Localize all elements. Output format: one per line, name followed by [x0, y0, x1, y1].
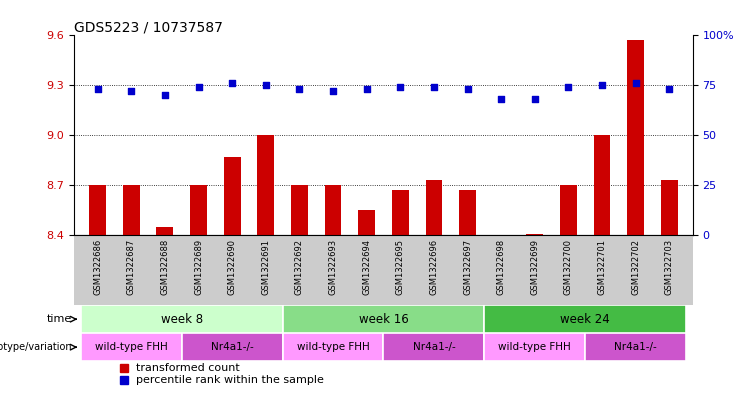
Point: [562, 84, 574, 90]
Text: week 8: week 8: [161, 313, 203, 326]
FancyBboxPatch shape: [384, 333, 485, 361]
FancyBboxPatch shape: [282, 305, 485, 333]
FancyBboxPatch shape: [182, 333, 282, 361]
Text: Nr4a1-/-: Nr4a1-/-: [413, 342, 455, 352]
Bar: [325, 185, 342, 235]
Bar: [560, 185, 576, 235]
Point: [193, 84, 205, 90]
Text: GSM1322688: GSM1322688: [160, 239, 170, 295]
Bar: [425, 180, 442, 235]
Text: GSM1322689: GSM1322689: [194, 239, 203, 295]
Bar: [190, 185, 207, 235]
Text: GSM1322693: GSM1322693: [328, 239, 338, 295]
Point: [125, 88, 137, 94]
Bar: [291, 185, 308, 235]
Point: [630, 80, 642, 86]
FancyBboxPatch shape: [81, 333, 182, 361]
Point: [529, 96, 541, 103]
Text: GSM1322702: GSM1322702: [631, 239, 640, 295]
Bar: [156, 227, 173, 235]
Text: percentile rank within the sample: percentile rank within the sample: [136, 375, 324, 385]
Text: GSM1322692: GSM1322692: [295, 239, 304, 295]
Point: [260, 82, 272, 88]
Text: GSM1322699: GSM1322699: [531, 239, 539, 295]
Point: [327, 88, 339, 94]
Point: [663, 86, 675, 92]
Point: [293, 86, 305, 92]
Text: time: time: [47, 314, 73, 324]
FancyBboxPatch shape: [585, 333, 686, 361]
Point: [159, 92, 171, 99]
Bar: [628, 40, 644, 235]
Text: GSM1322698: GSM1322698: [496, 239, 505, 295]
Text: GSM1322690: GSM1322690: [227, 239, 236, 295]
Point: [428, 84, 440, 90]
Text: GSM1322701: GSM1322701: [597, 239, 607, 295]
Text: GSM1322694: GSM1322694: [362, 239, 371, 295]
Text: wild-type FHH: wild-type FHH: [95, 342, 167, 352]
Text: week 24: week 24: [560, 313, 610, 326]
Text: GSM1322687: GSM1322687: [127, 239, 136, 295]
Point: [462, 86, 473, 92]
Bar: [89, 185, 106, 235]
Bar: [123, 185, 139, 235]
FancyBboxPatch shape: [282, 333, 384, 361]
FancyBboxPatch shape: [81, 305, 282, 333]
Text: GSM1322686: GSM1322686: [93, 239, 102, 295]
Text: week 16: week 16: [359, 313, 408, 326]
Text: GSM1322696: GSM1322696: [429, 239, 439, 295]
Point: [495, 96, 507, 103]
Text: GSM1322695: GSM1322695: [396, 239, 405, 295]
Text: GSM1322691: GSM1322691: [262, 239, 270, 295]
FancyBboxPatch shape: [485, 333, 585, 361]
Bar: [459, 190, 476, 235]
Text: GSM1322697: GSM1322697: [463, 239, 472, 295]
Text: GDS5223 / 10737587: GDS5223 / 10737587: [74, 20, 223, 34]
Bar: [594, 135, 611, 235]
Text: Nr4a1-/-: Nr4a1-/-: [210, 342, 253, 352]
Bar: [224, 157, 241, 235]
Point: [226, 80, 238, 86]
Text: GSM1322700: GSM1322700: [564, 239, 573, 295]
Text: transformed count: transformed count: [136, 363, 240, 373]
Text: wild-type FHH: wild-type FHH: [499, 342, 571, 352]
Bar: [661, 180, 678, 235]
FancyBboxPatch shape: [485, 305, 686, 333]
Bar: [526, 233, 543, 235]
Point: [596, 82, 608, 88]
Text: genotype/variation: genotype/variation: [0, 342, 73, 352]
FancyBboxPatch shape: [74, 235, 693, 305]
Text: GSM1322703: GSM1322703: [665, 239, 674, 295]
Point: [92, 86, 104, 92]
Bar: [392, 190, 409, 235]
Point: [394, 84, 406, 90]
Point: [361, 86, 373, 92]
Text: wild-type FHH: wild-type FHH: [296, 342, 370, 352]
Bar: [358, 210, 375, 235]
Text: Nr4a1-/-: Nr4a1-/-: [614, 342, 657, 352]
Bar: [257, 135, 274, 235]
